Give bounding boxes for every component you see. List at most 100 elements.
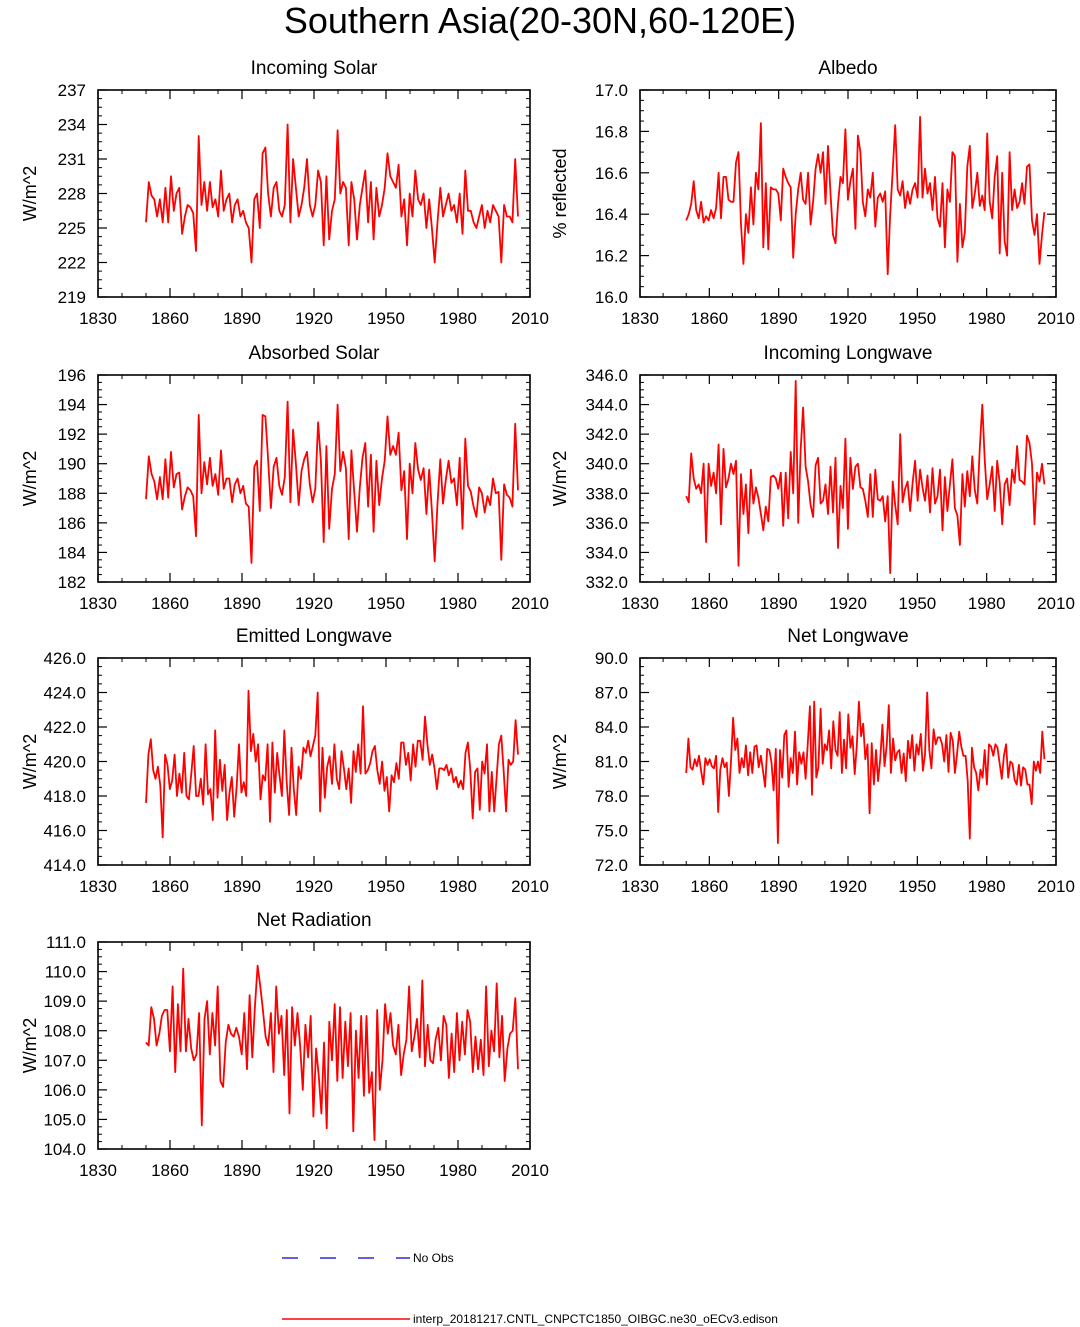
y-tick-label: 194 — [58, 396, 86, 415]
y-tick-label: 234 — [58, 116, 86, 135]
y-tick-label: 106.0 — [43, 1081, 86, 1100]
panel-title: Incoming Longwave — [764, 343, 933, 364]
y-tick-label: 107.0 — [43, 1051, 86, 1070]
y-axis-label: W/m^2 — [20, 166, 40, 221]
y-tick-label: 108.0 — [43, 1022, 86, 1041]
y-tick-label: 16.2 — [595, 247, 628, 266]
panel-albedo: Albedo 1830 1860 1890 1920 1950 1980 2010 16.0 16… — [550, 58, 1075, 328]
y-tick-label: 418.0 — [43, 787, 86, 806]
x-tick-label: 1830 — [79, 1161, 117, 1180]
y-tick-label: 16.0 — [595, 288, 628, 307]
y-tick-label: 111.0 — [46, 933, 86, 952]
y-tick-label: 110.0 — [45, 963, 86, 982]
x-tick-label: 1920 — [295, 594, 333, 613]
panel-net-longwave: Net Longwave 1830 1860 1890 1920 1950 1980 2010… — [550, 626, 1075, 896]
x-tick-label: 1830 — [621, 594, 659, 613]
x-tick-label: 2010 — [511, 594, 549, 613]
x-tick-label: 2010 — [1037, 877, 1075, 896]
x-tick-label: 1950 — [898, 309, 936, 328]
series-line — [145, 689, 519, 839]
x-tick-label: 1950 — [367, 877, 405, 896]
figure-title: Southern Asia(20-30N,60-120E) — [283, 0, 797, 41]
panel-title: Albedo — [818, 58, 877, 79]
y-tick-label: 184 — [58, 543, 86, 562]
y-tick-label: 342.0 — [585, 425, 628, 444]
y-tick-label: 182 — [58, 573, 86, 592]
x-tick-label: 1980 — [968, 877, 1006, 896]
y-axis-label: W/m^2 — [20, 734, 40, 789]
y-tick-label: 196 — [58, 366, 86, 385]
legend-model-label: interp_20181217.CNTL_CNPCTC1850_OIBGC.ne… — [413, 1312, 778, 1326]
y-tick-label: 340.0 — [585, 455, 628, 474]
series-line — [685, 379, 1046, 574]
x-tick-label: 1860 — [690, 309, 728, 328]
x-tick-label: 1980 — [968, 309, 1006, 328]
plot-frame — [97, 89, 531, 298]
x-tick-label: 1920 — [829, 594, 867, 613]
y-tick-label: 346.0 — [585, 366, 628, 385]
plot-frame — [97, 374, 531, 583]
y-tick-label: 104.0 — [43, 1140, 86, 1159]
panel-grid: Incoming Solar 1830 1860 1890 1920 1950 1980 20… — [20, 58, 1075, 1180]
x-tick-label: 1950 — [898, 877, 936, 896]
x-tick-label: 1890 — [223, 594, 261, 613]
y-tick-label: 81.0 — [595, 753, 628, 772]
x-tick-label: 1920 — [829, 309, 867, 328]
y-tick-label: 17.0 — [595, 81, 628, 100]
x-tick-label: 1950 — [898, 594, 936, 613]
series-line — [685, 691, 1046, 844]
panel-title: Incoming Solar — [251, 58, 378, 79]
y-tick-label: 222 — [58, 254, 86, 273]
panel-title: Net Radiation — [256, 910, 371, 931]
y-axis-label: W/m^2 — [550, 451, 570, 506]
y-tick-label: 420.0 — [43, 753, 86, 772]
y-axis-label: W/m^2 — [20, 451, 40, 506]
x-tick-label: 1980 — [439, 877, 477, 896]
x-tick-label: 1860 — [151, 594, 189, 613]
x-tick-label: 1950 — [367, 1161, 405, 1180]
series-line — [145, 123, 519, 264]
y-tick-label: 424.0 — [43, 684, 86, 703]
x-tick-label: 1920 — [295, 877, 333, 896]
x-tick-label: 1980 — [439, 1161, 477, 1180]
y-tick-label: 332.0 — [585, 573, 628, 592]
y-tick-label: 344.0 — [585, 396, 628, 415]
y-tick-label: 426.0 — [43, 649, 86, 668]
y-tick-label: 228 — [58, 185, 86, 204]
x-tick-label: 1890 — [223, 877, 261, 896]
x-tick-label: 1860 — [690, 594, 728, 613]
y-tick-label: 109.0 — [43, 992, 86, 1011]
x-tick-label: 1920 — [829, 877, 867, 896]
panel-emitted-longwave: Emitted Longwave 1830 1860 1890 1920 1950 1980… — [20, 626, 549, 896]
panel-absorbed-solar: Absorbed Solar 1830 1860 1890 1920 1950 1980 20… — [20, 343, 549, 613]
y-axis-label: % reflected — [550, 148, 570, 238]
series-line — [145, 964, 519, 1141]
x-tick-label: 1890 — [760, 309, 798, 328]
y-tick-label: 334.0 — [585, 543, 628, 562]
y-axis-label: W/m^2 — [550, 734, 570, 789]
panel-title: Emitted Longwave — [236, 626, 392, 647]
y-tick-label: 231 — [58, 150, 86, 169]
y-tick-label: 237 — [58, 81, 86, 100]
x-tick-label: 1830 — [79, 309, 117, 328]
plot-frame — [639, 657, 1057, 866]
y-tick-label: 186 — [58, 514, 86, 533]
series-line — [685, 116, 1046, 276]
x-tick-label: 2010 — [511, 1161, 549, 1180]
x-tick-label: 1980 — [968, 594, 1006, 613]
x-tick-label: 2010 — [1037, 309, 1075, 328]
panel-incoming-solar: Incoming Solar 1830 1860 1890 1920 1950 1980 20… — [20, 58, 549, 328]
y-tick-label: 190 — [58, 455, 86, 474]
panel-net-radiation: Net Radiation 1830 1860 1890 1920 1950 1980 201… — [20, 910, 549, 1180]
x-tick-label: 1890 — [760, 877, 798, 896]
x-tick-label: 1890 — [760, 594, 798, 613]
y-tick-label: 90.0 — [595, 649, 628, 668]
y-axis-label: W/m^2 — [20, 1018, 40, 1073]
y-tick-label: 105.0 — [43, 1110, 86, 1129]
y-tick-label: 336.0 — [585, 514, 628, 533]
x-tick-label: 1830 — [79, 594, 117, 613]
panel-title: Absorbed Solar — [249, 343, 381, 364]
y-tick-label: 338.0 — [585, 484, 628, 503]
y-tick-label: 192 — [58, 425, 86, 444]
